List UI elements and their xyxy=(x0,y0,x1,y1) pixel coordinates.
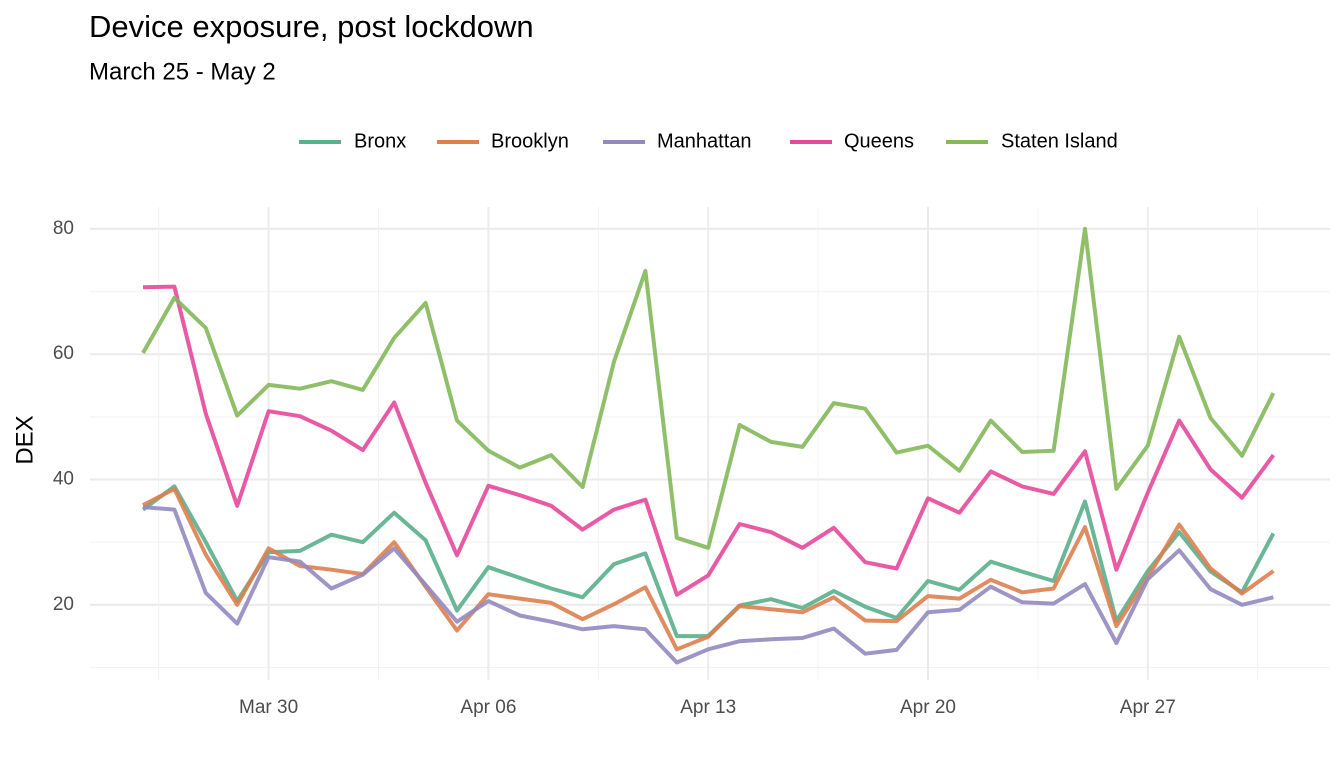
legend-label: Bronx xyxy=(354,130,406,152)
y-tick-label: 80 xyxy=(53,218,74,239)
y-axis-label: DEX xyxy=(11,415,38,464)
x-tick-label: Mar 30 xyxy=(239,697,298,718)
legend-label: Manhattan xyxy=(657,130,752,152)
series-line xyxy=(142,486,1275,652)
x-tick-label: Apr 06 xyxy=(460,697,516,718)
x-tick-label: Apr 27 xyxy=(1120,697,1176,718)
legend-label: Staten Island xyxy=(1001,130,1118,152)
series-line xyxy=(142,284,1276,597)
legend-label: Queens xyxy=(844,130,914,152)
series-line xyxy=(141,226,1276,550)
grid xyxy=(90,207,1330,680)
plot xyxy=(141,226,1276,665)
legend-label: Brooklyn xyxy=(491,130,569,152)
y-tick-label: 40 xyxy=(53,469,74,490)
chart-title: Device exposure, post lockdown xyxy=(89,9,534,44)
series-line xyxy=(142,505,1274,665)
y-tick-label: 20 xyxy=(53,594,74,615)
chart-subtitle: March 25 - May 2 xyxy=(89,58,276,85)
x-tick-label: Apr 13 xyxy=(680,697,736,718)
x-tick-label: Apr 20 xyxy=(900,697,956,718)
y-tick-label: 60 xyxy=(53,343,74,364)
